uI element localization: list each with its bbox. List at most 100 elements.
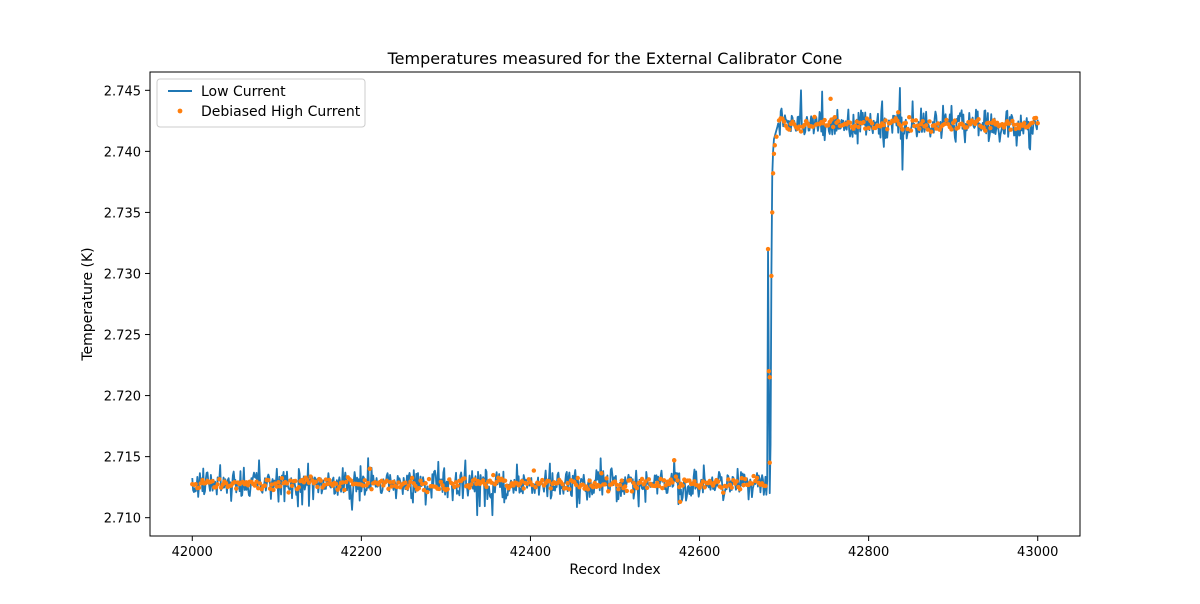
scatter-point [885, 127, 890, 132]
scatter-point [257, 481, 263, 486]
scatter-point [484, 484, 489, 490]
scatter-point [923, 123, 929, 128]
scatter-point [365, 480, 371, 486]
scatter-point [866, 125, 871, 131]
scatter-point [619, 478, 624, 483]
scatter-point [489, 480, 494, 485]
scatter-point [629, 489, 635, 494]
scatter-point [994, 120, 1000, 126]
scatter-point [983, 128, 988, 133]
scatter-point [360, 483, 366, 488]
x-axis: 42000 42200 42400 42600 42800 43000 [172, 536, 1058, 560]
scatter-point [502, 478, 508, 483]
scatter-point [491, 472, 496, 478]
scatter-point [646, 477, 652, 482]
scatter-point [737, 487, 743, 492]
y-tick-label: 2.715 [104, 451, 141, 466]
scatter-point [781, 119, 787, 124]
scatter-point [802, 122, 807, 128]
scatter-point [913, 118, 919, 123]
scatter-point [729, 485, 734, 490]
scatter-point [1006, 121, 1012, 126]
scatter-point [929, 129, 934, 134]
scatter-point [271, 487, 276, 493]
scatter-point [555, 480, 560, 486]
scatter-point [421, 487, 427, 493]
scatter-point [766, 368, 772, 374]
scatter-point [384, 478, 389, 484]
plot-area [190, 86, 1040, 517]
series-points-debiased-high-current [190, 96, 1040, 505]
scatter-point [765, 246, 771, 252]
scatter-point [812, 114, 817, 120]
scatter-point [573, 482, 579, 488]
x-tick-label: 42600 [679, 545, 720, 560]
scatter-point [367, 466, 373, 472]
scatter-point [655, 480, 660, 485]
scatter-point [634, 485, 640, 491]
scatter-point [267, 486, 273, 491]
scatter-point [864, 116, 870, 121]
scatter-point [898, 123, 903, 128]
scatter-point [580, 482, 586, 487]
scatter-point [905, 126, 910, 132]
scatter-point [408, 479, 413, 485]
scatter-point [585, 487, 591, 492]
y-tick-label: 2.710 [104, 512, 141, 527]
scatter-point [1030, 120, 1035, 125]
scatter-point [313, 479, 318, 484]
scatter-point [494, 479, 499, 485]
scatter-point [590, 485, 596, 490]
scatter-point [692, 479, 697, 484]
scatter-point [661, 478, 667, 483]
scatter-point [628, 477, 633, 483]
scatter-point [663, 483, 668, 488]
scatter-point [675, 478, 680, 483]
scatter-point [256, 485, 261, 491]
scatter-point [770, 171, 776, 176]
scatter-point [1011, 122, 1017, 127]
scatter-point [1016, 125, 1022, 131]
scatter-point [836, 118, 841, 124]
scatter-point [567, 486, 572, 492]
scatter-point [587, 478, 592, 483]
scatter-point [883, 118, 888, 123]
scatter-point [342, 487, 347, 493]
legend-label-debiased-high-current: Debiased High Current [201, 104, 361, 120]
scatter-point [739, 476, 745, 481]
scatter-point [673, 474, 679, 479]
scatter-point [406, 483, 411, 488]
scatter-point [394, 484, 400, 490]
scatter-point [869, 121, 875, 126]
scatter-point [751, 473, 756, 479]
y-tick-label: 2.725 [104, 329, 141, 344]
scatter-point [677, 499, 683, 505]
scatter-point [614, 482, 619, 488]
scatter-point [991, 118, 996, 123]
scatter-point [426, 476, 432, 482]
scatter-point [403, 480, 408, 485]
scatter-point [315, 484, 320, 490]
scatter-point [278, 484, 283, 489]
scatter-point [455, 483, 460, 488]
scatter-point [741, 482, 746, 488]
scatter-point [266, 478, 271, 483]
scatter-point [881, 122, 887, 128]
scatter-point [467, 485, 472, 490]
scatter-point [452, 484, 457, 490]
y-tick-label: 2.730 [104, 267, 141, 282]
scatter-point [524, 481, 530, 487]
scatter-point [639, 476, 645, 482]
scatter-point [920, 118, 925, 124]
scatter-point [852, 123, 858, 129]
scatter-point [521, 486, 526, 491]
scatter-point [387, 479, 393, 485]
scatter-point [529, 482, 535, 488]
scatter-point [604, 476, 609, 481]
y-axis: 2.710 2.715 2.720 2.725 2.730 2.735 2.740 2.745 [104, 84, 150, 527]
scatter-point [284, 481, 290, 486]
scatter-point [198, 481, 203, 486]
scatter-point [472, 477, 477, 482]
chart-title: Temperatures measured for the External C… [387, 49, 843, 68]
